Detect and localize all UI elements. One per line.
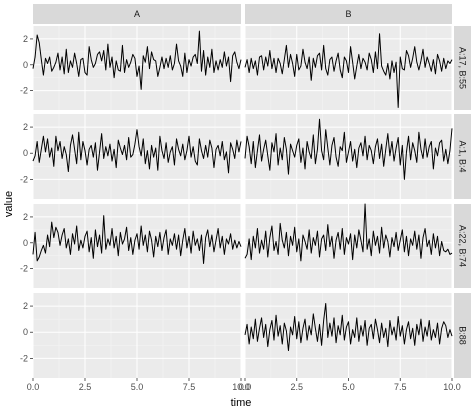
facet-strip-label: A (134, 9, 140, 19)
y-tick-label: 0 (23, 148, 28, 158)
facet-strip-right (454, 293, 471, 378)
facet-strip-right (454, 114, 471, 199)
y-tick-label: 0 (23, 60, 28, 70)
y-tick-label: 2 (23, 301, 28, 311)
series-line (32, 30, 242, 90)
y-tick-label: 0 (23, 327, 28, 337)
series-line (244, 33, 453, 108)
y-tick-label: 2 (23, 212, 28, 222)
facet-strip-top (33, 4, 241, 24)
x-tick-label: 7.5 (394, 382, 407, 392)
series-line (244, 302, 453, 352)
y-tick-label: 2 (23, 34, 28, 44)
x-tick-label: 2.5 (79, 382, 92, 392)
y-tick-label: -2 (20, 174, 28, 184)
facet-strip-label: A:22, B:74 (458, 225, 468, 267)
y-tick-label: -2 (20, 264, 28, 274)
facet-strip-label: A:1, B:4 (458, 140, 468, 172)
x-tick-label: 5.0 (131, 382, 144, 392)
series-line (244, 118, 453, 180)
y-tick-label: -2 (20, 86, 28, 96)
chart-panels: A B A:17, B:55 A:1, B:4 A:22, B:74 B:88 -2 0 2 -2… (20, 4, 471, 392)
y-tick-label: -2 (20, 353, 28, 363)
facet-strip-right (454, 204, 471, 288)
x-tick-label: 10.0 (232, 382, 250, 392)
series-line (244, 203, 453, 262)
facet-strip-label: B:88 (458, 326, 468, 345)
y-tick-label: 0 (23, 238, 28, 248)
x-tick-label: 0.0 (239, 382, 252, 392)
series-line (32, 129, 242, 174)
facet-strip-label: B (345, 9, 351, 19)
x-tick-label: 7.5 (183, 382, 196, 392)
facet-strip-right (454, 26, 471, 110)
x-tick-label: 0.0 (27, 382, 40, 392)
facet-strip-label: A:17, B:55 (458, 47, 468, 89)
series-line (32, 215, 242, 264)
x-tick-label: 5.0 (342, 382, 355, 392)
y-tick-label: 2 (23, 122, 28, 132)
x-axis-title: time (231, 397, 252, 409)
x-tick-label: 10.0 (443, 382, 461, 392)
facet-strip-top (245, 4, 452, 24)
y-axis-title: value (3, 191, 15, 217)
x-tick-label: 2.5 (290, 382, 303, 392)
